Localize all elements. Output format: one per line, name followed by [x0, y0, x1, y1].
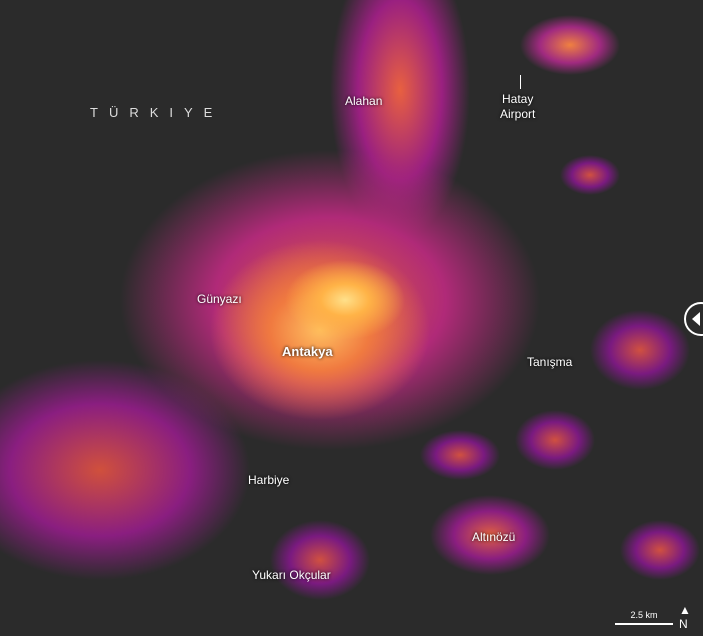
place-label-alahan: Alahan — [345, 94, 383, 108]
place-label-gunyazi: Günyazı — [197, 292, 242, 306]
scale-bar — [615, 623, 673, 625]
arrow-left-icon — [692, 312, 700, 326]
place-label-hatay-airport: Hatay Airport — [500, 92, 536, 121]
place-label-antakya: Antakya — [282, 344, 333, 359]
scale-label: 2.5 km — [630, 610, 658, 620]
north-arrow-icon: ▲ N — [679, 603, 691, 631]
place-label-altinozu: Altınözü — [472, 530, 516, 544]
airport-pointer-line — [520, 75, 521, 89]
image-compare-slider-handle[interactable] — [684, 302, 703, 336]
north-label: N — [679, 617, 688, 631]
place-label-yukari-okcular: Yukarı Okçular — [252, 568, 331, 582]
place-label-harbiye: Harbiye — [248, 473, 290, 487]
place-label-tanisma: Tanışma — [527, 355, 573, 369]
country-label: TÜRKIYE — [90, 105, 224, 120]
